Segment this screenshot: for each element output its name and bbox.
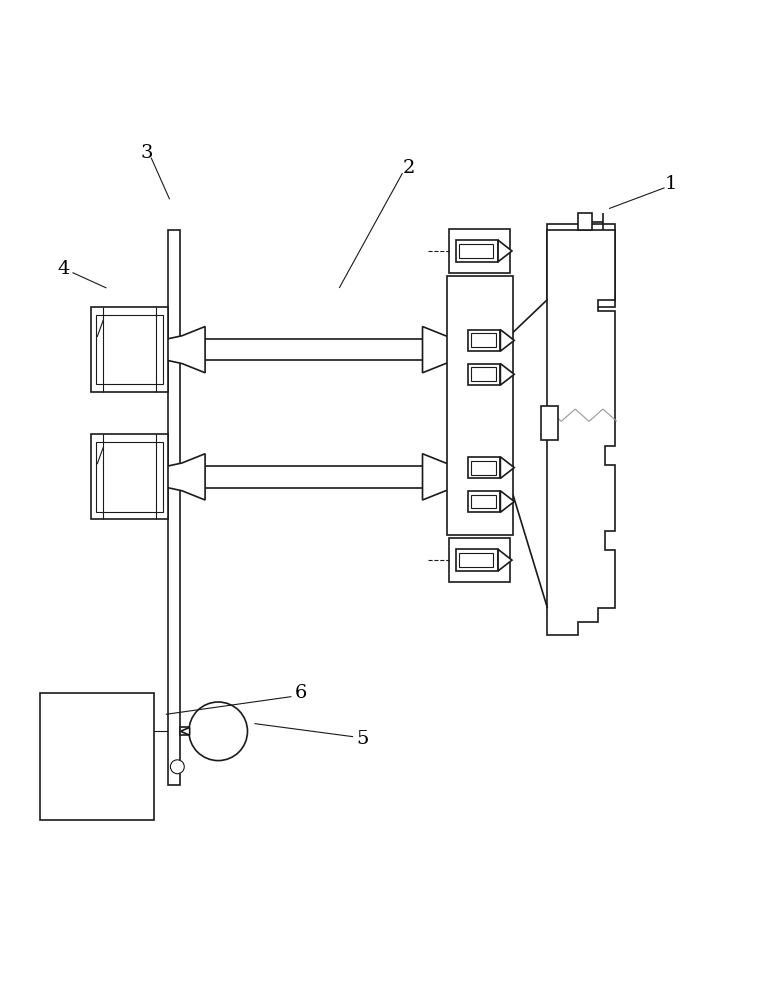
Bar (449, 538, 510, 582)
Bar (471, 333, 496, 347)
Bar (567, 293, 615, 307)
Polygon shape (153, 454, 205, 500)
Bar (541, 406, 558, 440)
Bar (578, 213, 592, 230)
Bar (449, 229, 510, 273)
Text: 2: 2 (402, 159, 415, 177)
Polygon shape (498, 240, 512, 262)
Bar (468, 457, 500, 478)
Bar (468, 491, 500, 512)
Polygon shape (423, 454, 475, 500)
Polygon shape (500, 457, 514, 478)
Polygon shape (500, 491, 514, 512)
Bar (459, 553, 493, 567)
Polygon shape (500, 330, 514, 351)
Bar (180, 727, 189, 735)
Text: 6: 6 (295, 684, 307, 702)
Bar (40, 693, 154, 820)
Bar (91, 307, 168, 392)
Polygon shape (423, 327, 475, 373)
Bar (459, 244, 493, 258)
Text: 4: 4 (57, 260, 69, 278)
Bar (471, 461, 496, 475)
Bar (447, 276, 513, 535)
Bar (96, 315, 163, 384)
Circle shape (189, 702, 247, 761)
Bar (471, 495, 496, 508)
Text: 3: 3 (140, 144, 153, 162)
Polygon shape (498, 549, 512, 571)
Bar (96, 442, 163, 512)
Bar (456, 549, 498, 571)
Polygon shape (153, 327, 205, 373)
Text: 1: 1 (665, 175, 677, 193)
Bar (204, 339, 424, 360)
Bar (91, 434, 168, 519)
Bar (204, 466, 424, 488)
Bar (547, 224, 615, 300)
Bar (471, 367, 496, 381)
Circle shape (170, 760, 184, 774)
Bar (456, 240, 498, 262)
Polygon shape (500, 364, 514, 385)
Text: 5: 5 (356, 730, 369, 748)
Polygon shape (180, 727, 190, 735)
Bar (168, 230, 180, 785)
Polygon shape (547, 230, 615, 635)
Bar (468, 330, 500, 351)
Bar (468, 364, 500, 385)
